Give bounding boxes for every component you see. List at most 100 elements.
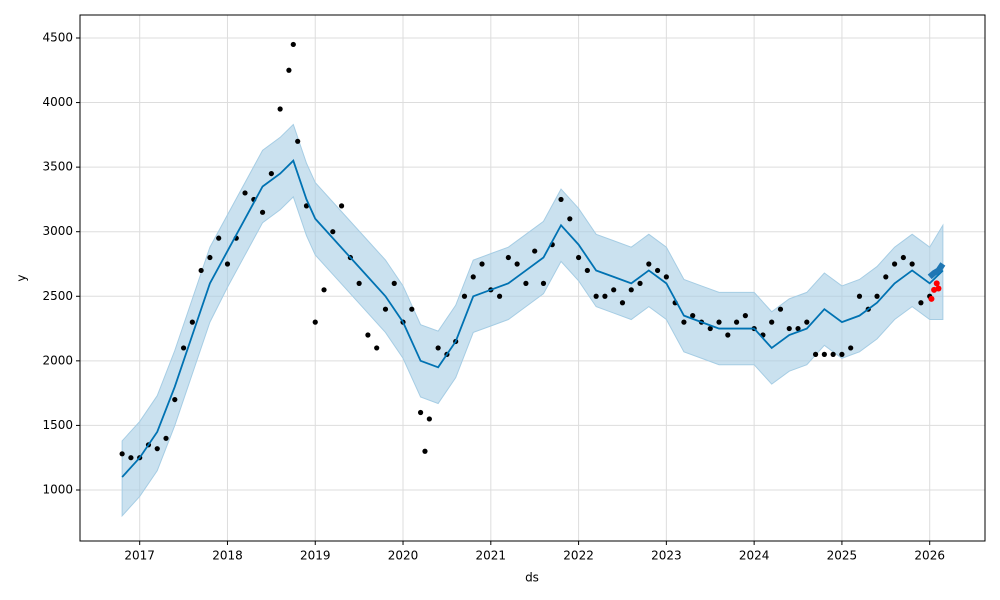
observed-point — [216, 235, 222, 241]
observed-point — [567, 216, 573, 222]
observed-point — [189, 319, 195, 325]
observed-point — [804, 319, 810, 325]
observed-point — [733, 319, 740, 325]
observed-point — [242, 190, 248, 196]
observed-point — [338, 203, 345, 209]
future-forecast — [927, 262, 946, 280]
observed-point — [312, 319, 318, 325]
observed-point — [207, 254, 213, 261]
x-tick-label: 2021 — [476, 549, 507, 563]
observed-point — [422, 448, 428, 454]
observed-point — [786, 325, 792, 332]
observed-point — [812, 351, 819, 357]
observed-point — [769, 319, 775, 325]
observed-point — [830, 351, 836, 357]
x-tick-label: 2024 — [739, 549, 770, 563]
observed-point — [321, 287, 327, 293]
y-tick-label: 4500 — [42, 30, 73, 44]
observed-point — [856, 293, 863, 299]
observed-point — [224, 261, 231, 267]
x-tick-label: 2019 — [300, 549, 331, 563]
y-tick-label: 3500 — [42, 160, 73, 174]
y-tick-label: 4000 — [42, 95, 73, 109]
observed-point — [426, 416, 432, 422]
observed-point — [154, 446, 160, 452]
observed-point — [505, 254, 511, 261]
y-tick-label: 1500 — [42, 418, 73, 432]
observed-point — [619, 300, 626, 306]
observed-point — [461, 293, 468, 299]
x-tick-label: 2020 — [388, 549, 419, 563]
observed-point — [496, 293, 503, 299]
x-tick-label: 2023 — [651, 549, 682, 563]
observed-point — [382, 306, 389, 312]
observed-point — [540, 280, 547, 286]
observed-point — [690, 313, 696, 319]
observed-point — [918, 300, 924, 306]
observed-point — [848, 345, 854, 351]
observed-point — [172, 396, 178, 403]
observed-point — [514, 261, 520, 267]
observed-point — [356, 280, 362, 286]
highlight-point — [933, 280, 940, 287]
uncertainty-band — [121, 123, 944, 518]
y-tick-label: 1000 — [42, 482, 73, 496]
observed-point — [303, 203, 310, 209]
observed-point — [707, 325, 713, 332]
observed-point — [268, 170, 274, 177]
observed-point — [900, 254, 906, 261]
observed-point — [681, 319, 687, 325]
y-tick-label: 3000 — [42, 224, 73, 238]
observed-point — [891, 261, 898, 267]
y-tick-label: 2500 — [42, 289, 73, 303]
highlight-point — [935, 285, 942, 292]
observed-point — [259, 209, 266, 215]
x-tick-label: 2022 — [563, 549, 594, 563]
observed-point — [523, 280, 529, 286]
plot-frame — [79, 14, 986, 542]
observed-point — [277, 106, 283, 112]
observed-point — [198, 267, 204, 274]
observed-point — [795, 325, 801, 332]
observed-point — [821, 351, 827, 357]
forecast-line — [121, 159, 944, 478]
observed-point — [663, 274, 669, 280]
observed-point — [417, 409, 424, 416]
observed-point — [479, 261, 485, 267]
observed-point — [742, 313, 748, 319]
observed-point — [330, 229, 336, 235]
observed-point — [874, 293, 880, 299]
observed-point — [716, 319, 722, 325]
observed-point — [584, 267, 590, 274]
observed-point — [575, 254, 582, 261]
x-tick-label: 2017 — [124, 549, 155, 563]
observed-point — [470, 274, 476, 280]
x-tick-label: 2025 — [827, 549, 858, 563]
y-axis-label: y — [15, 274, 29, 281]
observed-point — [286, 67, 292, 73]
observed-point — [128, 455, 134, 461]
observed-point — [628, 287, 634, 293]
x-axis-label: ds — [525, 571, 539, 585]
highlight-point — [928, 295, 935, 302]
observed-point — [163, 435, 169, 441]
observed-point — [119, 451, 125, 457]
observed-point — [725, 332, 731, 338]
observed-point — [777, 306, 784, 312]
observed-point — [295, 138, 301, 144]
x-tick-label: 2026 — [914, 549, 945, 563]
observed-point — [602, 293, 608, 299]
observed-point — [839, 351, 845, 357]
observed-point — [558, 196, 564, 203]
observed-point — [532, 248, 538, 254]
observed-point — [409, 306, 415, 312]
x-tick-label: 2018 — [212, 549, 243, 563]
observed-point — [593, 293, 599, 299]
observed-point — [611, 287, 617, 293]
observed-point — [637, 280, 643, 286]
observed-point — [909, 261, 915, 267]
observed-point — [374, 345, 380, 351]
observed-point — [290, 41, 296, 48]
observed-point — [180, 345, 187, 351]
